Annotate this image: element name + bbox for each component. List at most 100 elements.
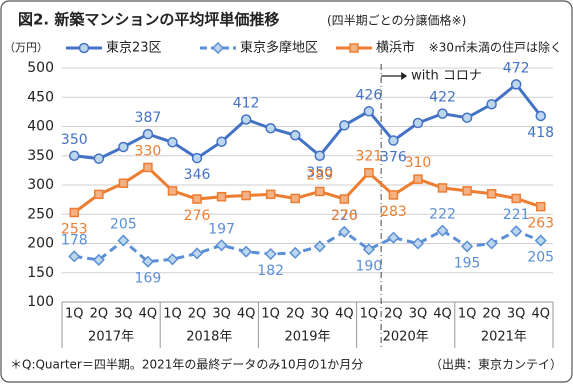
data-point [265,189,276,200]
data-point [118,178,129,188]
x-tick-label: 4Q [335,307,354,322]
data-label: 222 [429,207,456,223]
data-label: 289 [306,167,333,183]
data-label: 276 [331,208,358,224]
data-point [265,123,276,134]
data-point [437,183,448,193]
data-point [362,243,375,256]
data-label: 426 [356,87,383,103]
data-point [118,141,129,153]
data-point [141,255,154,268]
data-label: 346 [184,167,211,183]
y-tick-label: 500 [27,60,54,76]
data-label: 376 [380,150,407,166]
y-unit: （万円） [4,41,48,54]
x-tick-label: 4Q [139,307,158,322]
data-point [510,79,522,90]
legend-label: 横浜市 [376,40,415,56]
x-tick-label: 3Q [507,307,526,322]
legend-marker [211,41,225,55]
data-point [363,106,375,117]
data-point [215,239,228,252]
y-tick-label: 400 [27,119,54,135]
data-point [387,231,400,244]
y-tick-label: 450 [27,89,54,105]
data-point [167,137,178,148]
data-point [93,153,105,164]
x-tick-label: 2Q [384,307,403,322]
data-point [264,247,277,261]
data-point [314,150,326,161]
data-point [388,190,399,200]
data-point [437,108,448,119]
source: （出典：東京カンテイ） [430,358,562,372]
data-point [190,247,204,260]
x-tick-label: 1Q [360,307,379,322]
data-label: 418 [527,125,554,141]
chart-subtitle: (四半期ごとの分譲価格※) [327,13,466,28]
data-point [436,224,449,237]
x-tick-label: 4Q [531,307,550,322]
data-point [313,240,326,253]
data-point [117,234,130,247]
data-point [166,253,179,266]
data-point [462,186,472,196]
data-point [510,225,523,238]
data-label: 321 [356,149,383,165]
x-group-label: 2019年 [284,330,330,345]
data-label: 190 [356,258,383,274]
data-point [461,112,473,123]
data-label: 178 [61,232,88,248]
x-tick-label: 3Q [409,307,428,322]
y-tick-label: 200 [27,236,54,252]
data-point [338,225,351,238]
data-label: 422 [429,90,456,106]
x-tick-label: 1Q [163,307,182,322]
data-point [92,253,105,266]
footnote: ＊Q:Quarter＝四半期。2021年の最終データのみ10月の1か月分 [10,357,363,372]
x-tick-label: 4Q [433,307,452,322]
data-label: 221 [503,207,530,223]
data-point [167,186,178,196]
x-tick-label: 2Q [286,307,305,322]
data-label: 283 [380,204,407,220]
legend-label: 東京23区 [106,40,162,56]
data-label: 195 [454,255,481,271]
data-point [289,246,302,259]
data-label: 350 [61,132,88,148]
data-point [485,237,498,250]
data-point [535,110,546,122]
data-point [315,186,325,197]
data-label: 276 [184,208,211,224]
x-tick-label: 1Q [261,307,280,322]
data-point [142,128,154,140]
data-point [191,152,203,164]
x-tick-label: 3Q [311,307,330,322]
data-point [240,114,252,125]
data-label: 169 [135,271,162,287]
x-tick-label: 1Q [458,307,477,322]
data-label: 205 [110,217,137,233]
legend-marker [349,43,359,53]
data-point [413,174,423,184]
data-point [290,193,300,204]
legend-marker [78,42,90,54]
data-label: 197 [208,221,235,237]
note: ※30㎡未満の住戸は除く [429,40,562,55]
data-label: 205 [527,250,554,266]
data-point [364,167,374,178]
data-point [68,250,81,263]
data-point [411,237,425,250]
data-label: 310 [405,155,432,171]
data-point [339,194,350,204]
y-tick-label: 300 [27,177,54,193]
data-point [486,99,497,110]
data-point [461,240,474,253]
data-label: 220 [331,208,358,224]
data-label: 263 [527,216,554,232]
x-group-label: 2021年 [481,330,527,345]
data-label: 330 [135,143,162,159]
data-point [241,190,251,201]
data-label: 350 [306,165,333,181]
